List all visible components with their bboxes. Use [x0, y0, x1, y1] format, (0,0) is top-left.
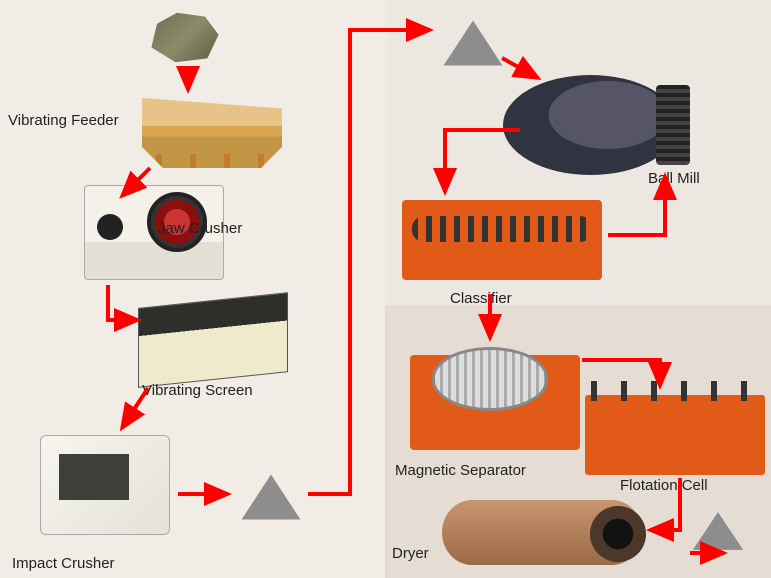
node-flotation-cell: [585, 395, 765, 475]
magnetic-separator-icon: [410, 355, 580, 450]
pile-icon: [236, 472, 306, 522]
pile-icon: [688, 510, 748, 552]
node-classifier: [402, 200, 602, 280]
impact-crusher-icon: [40, 435, 170, 535]
ball-mill-icon: [503, 75, 678, 175]
node-magnetic-separator: [410, 355, 580, 450]
label-impact-crusher: Impact Crusher: [12, 555, 115, 572]
vibrating-screen-icon: [138, 292, 288, 388]
label-vibrating-screen: Vibrating Screen: [142, 382, 253, 399]
node-rock: [145, 10, 225, 65]
label-dryer: Dryer: [392, 545, 429, 562]
node-material-pile-3: [688, 510, 748, 552]
label-magnetic-separator: Magnetic Separator: [395, 462, 526, 479]
classifier-icon: [402, 200, 602, 280]
node-material-pile-2: [438, 18, 508, 68]
flotation-cell-icon: [585, 395, 765, 475]
label-vibrating-feeder: Vibrating Feeder: [8, 112, 119, 129]
raw-ore-icon: [145, 10, 225, 65]
node-material-pile-1: [236, 472, 306, 522]
node-vibrating-feeder: [142, 98, 282, 168]
node-dryer: [442, 500, 642, 565]
node-ball-mill: [503, 75, 678, 175]
node-vibrating-screen: [138, 300, 288, 380]
label-ball-mill: Ball Mill: [648, 170, 700, 187]
dryer-icon: [442, 500, 642, 565]
label-jaw-crusher: Jaw Crusher: [158, 220, 242, 237]
label-flotation-cell: Flotation Cell: [620, 477, 708, 494]
node-impact-crusher: [40, 435, 170, 535]
label-classifier: Classifier: [450, 290, 512, 307]
pile-icon: [438, 18, 508, 68]
vibrating-feeder-icon: [142, 98, 282, 168]
edge: [108, 285, 138, 320]
